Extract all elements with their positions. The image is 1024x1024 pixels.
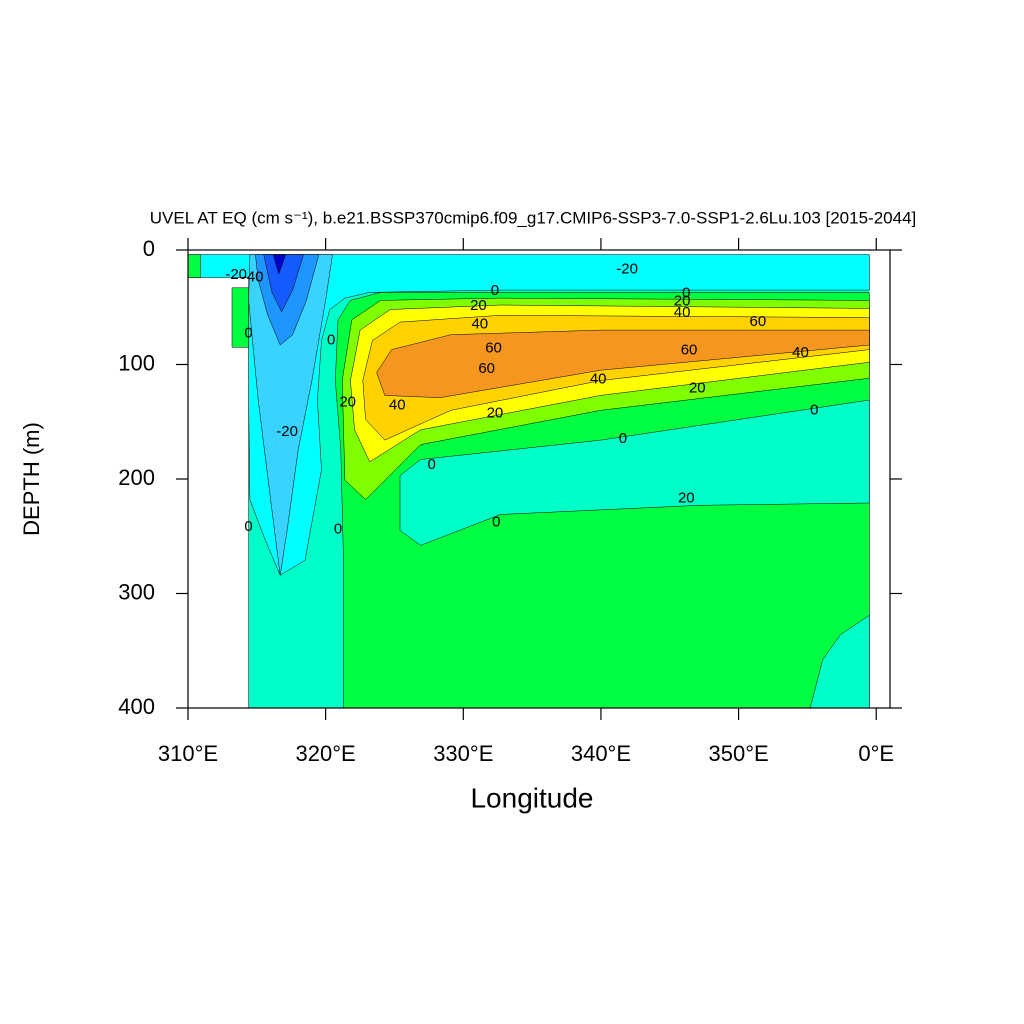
contour-region (809, 615, 870, 708)
contour-label: 0 (327, 331, 335, 348)
contour-label: 0 (682, 284, 690, 301)
y-tick-label: 400 (118, 694, 155, 719)
contour-label: -20 (276, 423, 298, 440)
chart-title: UVEL AT EQ (cm s⁻¹), b.e21.BSSP370cmip6.… (150, 208, 917, 227)
x-axis-label: Longitude (470, 782, 593, 813)
x-tick-label: 320°E (296, 741, 356, 766)
contour-label: -20 (616, 260, 638, 277)
contour-label: 0 (244, 325, 252, 342)
contour-region (399, 399, 870, 546)
contour-label: -40 (242, 268, 264, 285)
y-tick-label: 200 (118, 465, 155, 490)
contour-label: 0 (334, 520, 342, 537)
contour-label: 20 (470, 297, 487, 314)
contour-region (188, 254, 201, 278)
y-tick-label: 0 (143, 236, 155, 261)
contour-region (273, 254, 286, 275)
contour-label: 20 (674, 292, 691, 309)
y-axis-label: DEPTH (m) (19, 422, 44, 536)
y-tick-label: 100 (118, 350, 155, 375)
contour-label: 20 (487, 405, 504, 422)
x-tick-label: 310°E (158, 741, 218, 766)
contour-label: 0 (810, 401, 818, 418)
x-tick-label: 350°E (708, 741, 768, 766)
x-tick-label: 330°E (433, 741, 493, 766)
contour-label: 40 (792, 344, 809, 361)
contour-label: 0 (619, 430, 627, 447)
contour-label: 60 (750, 313, 767, 330)
contour-label: 0 (427, 456, 435, 473)
contour-label: 40 (389, 397, 406, 414)
contour-label: 20 (339, 393, 356, 410)
contour-fills (188, 254, 870, 708)
contour-label: 0 (492, 513, 500, 530)
contour-region (231, 287, 249, 348)
y-tick-label: 300 (118, 579, 155, 604)
contour-region (376, 329, 870, 398)
x-tick-label: 340°E (571, 741, 631, 766)
contour-label: 60 (485, 339, 502, 356)
contour-region (263, 254, 304, 313)
contour-label: 60 (478, 360, 495, 377)
contour-label: 40 (674, 304, 691, 321)
contour-label: 40 (471, 315, 488, 332)
axes: 310°E 320°E 330°E 340°E 350°E 0°E010020030040… (118, 236, 902, 766)
contour-label: 0 (244, 518, 252, 535)
contour-label: 20 (678, 489, 695, 506)
x-tick-label: 0°E (858, 741, 894, 766)
contour-region (248, 254, 333, 576)
contour-label: 60 (681, 342, 698, 359)
contour-label: 0 (491, 282, 499, 299)
contour-label: -20 (225, 266, 247, 283)
contour-region (188, 277, 249, 708)
contour-label: 20 (689, 380, 706, 397)
contour-label: 40 (590, 370, 607, 387)
